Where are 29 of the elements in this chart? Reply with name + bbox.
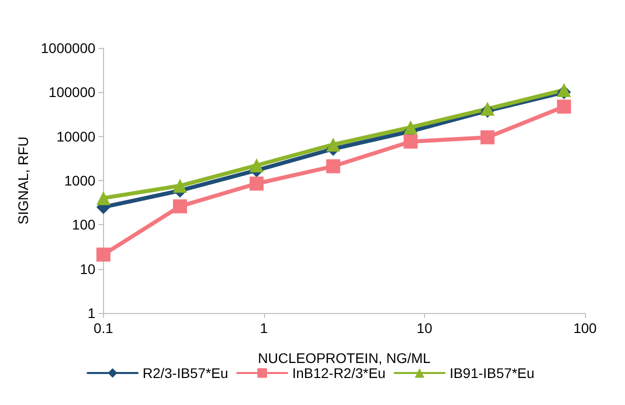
y-tick-label: 100 xyxy=(72,216,96,233)
y-tick-label: 100000 xyxy=(48,84,96,100)
x-tick-label: 100 xyxy=(573,320,597,336)
point xyxy=(250,158,264,172)
point xyxy=(404,134,418,149)
point xyxy=(326,138,340,152)
x-tick-label: 1 xyxy=(260,320,268,336)
point xyxy=(172,199,187,214)
y-tick-label: 1000000 xyxy=(40,40,96,56)
point xyxy=(96,248,110,262)
y-tick-label: 1 xyxy=(88,305,96,321)
point xyxy=(326,159,340,174)
point xyxy=(480,130,495,144)
y-tick-label: 10000 xyxy=(56,128,96,144)
x-tick-label: 0.1 xyxy=(94,320,114,336)
legend-label: IB91-IB57*Eu xyxy=(450,365,534,381)
x-tick-label: 10 xyxy=(416,320,432,336)
legend-label: InB12-R2/3*Eu xyxy=(292,365,386,381)
point xyxy=(404,120,418,134)
legend-label: R2/3-IB57*Eu xyxy=(142,365,228,381)
point xyxy=(96,191,110,206)
point xyxy=(557,82,572,97)
point xyxy=(250,176,264,191)
y-tick-label: 1000 xyxy=(64,172,96,188)
x-axis-title: NUCLEOPROTEIN, NG/ML xyxy=(258,350,431,366)
point xyxy=(557,100,572,114)
y-tick-label: 10 xyxy=(80,260,96,277)
y-axis-title: SIGNAL, RFU xyxy=(15,136,31,224)
point xyxy=(172,178,187,193)
